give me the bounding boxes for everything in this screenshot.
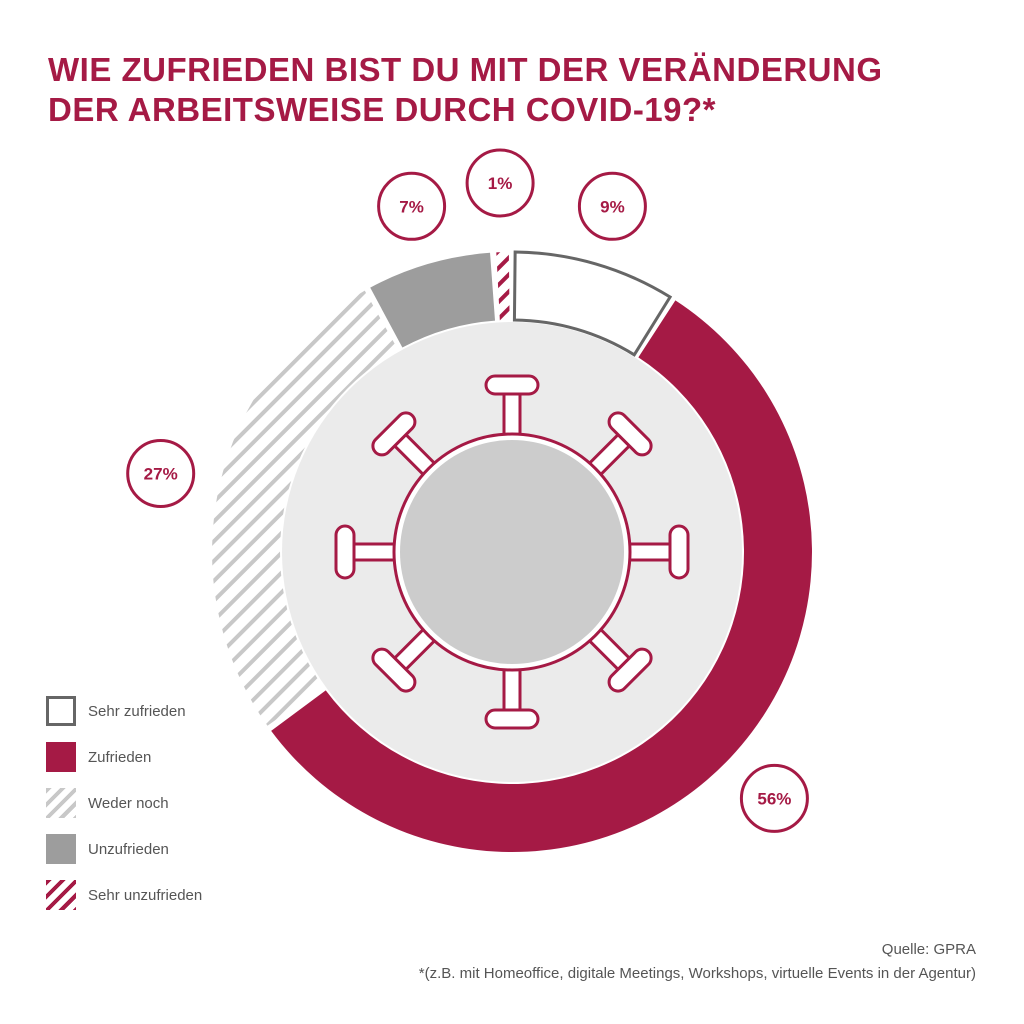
donut-segment-sehr-zufrieden — [512, 250, 673, 357]
donut-segment-unzufrieden — [370, 252, 496, 348]
legend-label: Sehr unzufrieden — [88, 886, 203, 904]
legend-swatch-solid-gray — [46, 834, 76, 864]
source-note: Quelle: GPRA — [881, 941, 976, 958]
legend-item-weder-noch: Weder noch — [46, 788, 202, 818]
virus-spike — [484, 658, 540, 730]
value-bubble — [465, 148, 535, 218]
chart-title-line-2: DER ARBEITSWEISE DURCH COVID-19?* — [48, 91, 717, 128]
data-label: 56% — [757, 789, 791, 808]
legend-swatch-hatch-gray — [46, 788, 76, 818]
legend-label: Sehr zufrieden — [88, 702, 186, 720]
virus-icon — [334, 374, 690, 730]
legend-item-zufrieden: Zufrieden — [46, 742, 202, 772]
data-label: 9% — [600, 197, 625, 216]
footer: Quelle: GPRA *(z.B. mit Homeoffice, digi… — [419, 938, 976, 986]
data-label: 1% — [488, 174, 513, 193]
legend-item-unzufrieden: Unzufrieden — [46, 834, 202, 864]
data-label: 27% — [144, 465, 178, 484]
value-bubble — [126, 439, 196, 508]
value-bubble — [739, 763, 809, 833]
footnote: *(z.B. mit Homeoffice, digitale Meetings… — [418, 965, 976, 982]
legend-swatch-hatch-accent — [46, 880, 76, 910]
legend-swatch-outline — [46, 696, 76, 726]
donut-segment-weder-noch — [212, 290, 399, 726]
donut-segments — [212, 250, 812, 852]
legend-swatch-solid-accent — [46, 742, 76, 772]
legend-label: Zufrieden — [88, 748, 152, 766]
donut-segment-sehr-unzufrieden — [496, 252, 510, 321]
virus-spike — [484, 374, 540, 446]
value-bubble — [377, 171, 447, 241]
chart-title: WIE ZUFRIEDEN BIST DU MIT DER VERÄNDERUN… — [48, 50, 988, 130]
legend-label: Unzufrieden — [88, 840, 169, 858]
value-labels: 9% 56% 27% 7% 1% — [126, 148, 809, 833]
virus-spike — [618, 524, 690, 580]
legend-item-sehr-zufrieden: Sehr zufrieden — [46, 696, 202, 726]
legend-item-sehr-unzufrieden: Sehr unzufrieden — [46, 880, 202, 910]
virus-core — [400, 440, 624, 664]
data-label: 7% — [399, 197, 424, 216]
legend-label: Weder noch — [88, 794, 169, 812]
legend: Sehr zufrieden Zufrieden Weder noch Unzu… — [46, 696, 202, 926]
value-bubble — [577, 171, 647, 241]
virus-spike — [334, 524, 406, 580]
chart-title-line-1: WIE ZUFRIEDEN BIST DU MIT DER VERÄNDERUN… — [48, 51, 883, 88]
